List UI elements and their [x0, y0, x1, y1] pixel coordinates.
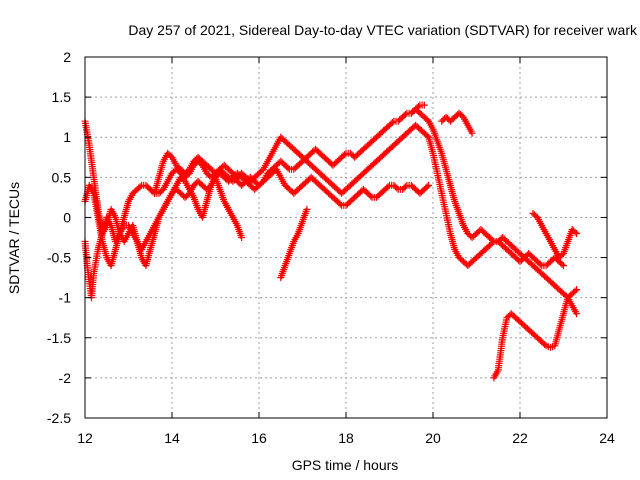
series-arc-j [529, 209, 581, 262]
data-point-markers [438, 109, 476, 137]
ticks: -2.5 -2 -1.5 -1 -0.5 0 0.5 1 1.5 2 12 14 16 18 20 22 24 [47, 49, 615, 446]
x-tick-label: 24 [599, 430, 615, 446]
x-axis-label: GPS time / hours [292, 457, 399, 473]
data-point-markers [151, 121, 433, 197]
series-arc-d [151, 121, 433, 197]
x-tick-label: 18 [338, 430, 354, 446]
data-point-markers [425, 133, 567, 270]
data-point-markers [277, 205, 311, 282]
series-arc-i [490, 286, 581, 382]
chart-title: Day 257 of 2021, Sidereal Day-to-day VTE… [128, 22, 638, 38]
y-tick-label: 0.5 [52, 169, 72, 185]
y-tick-label: 0 [63, 209, 71, 225]
x-tick-label: 22 [512, 430, 528, 446]
y-axis-label: SDTVAR / TECUs [6, 182, 22, 294]
y-tick-label: -0.5 [47, 250, 71, 266]
data-point-markers [490, 286, 581, 382]
y-tick-label: -1 [59, 290, 72, 306]
y-tick-label: 2 [63, 49, 71, 65]
data-series [81, 101, 581, 382]
x-tick-label: 14 [164, 430, 180, 446]
y-tick-label: -2 [59, 370, 72, 386]
series-arc-e [277, 205, 311, 282]
x-tick-label: 16 [251, 430, 267, 446]
series-arc-f [407, 105, 581, 318]
y-tick-label: 1.5 [52, 89, 72, 105]
series-arc-h [438, 109, 476, 137]
data-point-markers [407, 105, 581, 318]
y-tick-label: 1 [63, 129, 71, 145]
x-tick-label: 12 [77, 430, 93, 446]
data-point-markers [529, 209, 581, 262]
y-tick-label: -1.5 [47, 330, 71, 346]
x-tick-label: 20 [425, 430, 441, 446]
y-tick-label: -2.5 [47, 410, 71, 426]
series-arc-g [425, 133, 567, 270]
